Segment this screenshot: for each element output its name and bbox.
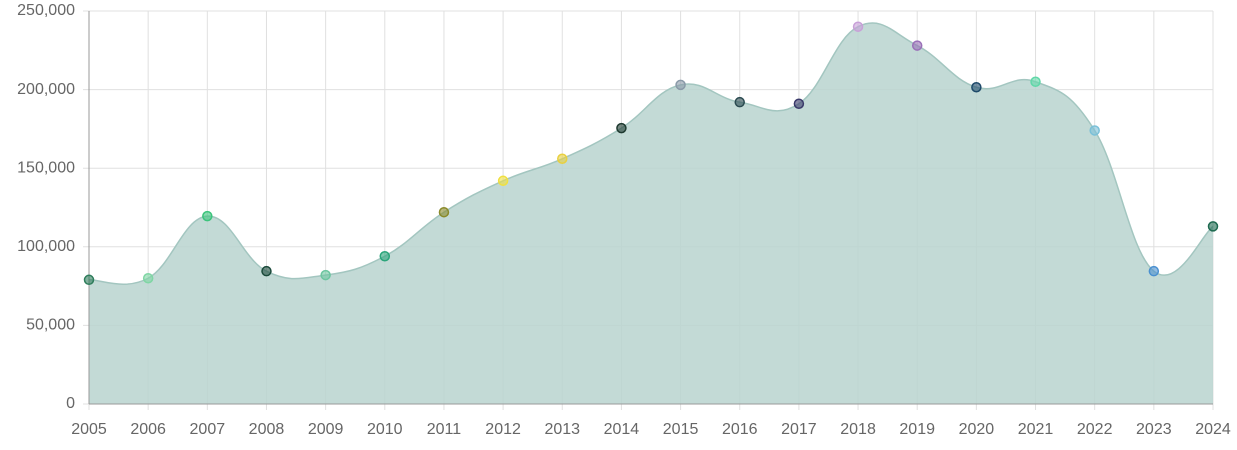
x-tick-label: 2007 bbox=[190, 421, 226, 438]
x-tick-label: 2006 bbox=[130, 421, 166, 438]
point bbox=[734, 96, 745, 108]
y-tick-label: 250,000 bbox=[17, 2, 75, 19]
x-tick-label: 2019 bbox=[899, 421, 935, 438]
area bbox=[89, 23, 1213, 404]
x-tick-label: 2012 bbox=[485, 421, 521, 438]
x-tick-label: 2011 bbox=[427, 421, 462, 438]
x-tick-label: 2016 bbox=[722, 421, 758, 438]
point bbox=[379, 250, 391, 262]
y-tick-label: 50,000 bbox=[26, 317, 75, 334]
y-tick-label: 150,000 bbox=[17, 159, 75, 176]
x-tick-label: 2015 bbox=[663, 421, 699, 438]
point bbox=[261, 265, 272, 277]
point bbox=[83, 274, 95, 286]
x-tick-label: 2018 bbox=[840, 421, 876, 438]
x-tick-label: 2024 bbox=[1195, 421, 1231, 438]
y-tick-label: 100,000 bbox=[17, 238, 75, 255]
y-tick-label: 0 bbox=[66, 395, 75, 412]
x-tick-label: 2021 bbox=[1018, 421, 1054, 438]
point bbox=[497, 175, 509, 187]
point bbox=[1089, 125, 1100, 136]
point bbox=[971, 81, 982, 93]
x-tick-label: 2009 bbox=[308, 421, 344, 438]
point bbox=[202, 210, 213, 222]
point bbox=[142, 272, 154, 284]
point bbox=[911, 40, 923, 51]
x-tick-label: 2023 bbox=[1136, 421, 1172, 438]
x-tick-label: 2014 bbox=[604, 421, 640, 438]
point bbox=[438, 206, 450, 218]
x-tick-label: 2010 bbox=[367, 421, 403, 438]
point bbox=[675, 79, 686, 91]
point bbox=[852, 21, 864, 32]
point bbox=[1148, 265, 1160, 277]
x-tick-label: 2022 bbox=[1077, 421, 1113, 438]
point bbox=[320, 269, 331, 281]
x-tick-label: 2008 bbox=[249, 421, 285, 438]
point bbox=[616, 122, 627, 134]
point bbox=[1207, 221, 1219, 232]
point bbox=[793, 98, 805, 109]
point bbox=[557, 153, 568, 165]
x-tick-label: 2017 bbox=[781, 421, 817, 438]
y-tick-label: 200,000 bbox=[17, 81, 75, 98]
x-tick-label: 2005 bbox=[71, 421, 107, 438]
x-tick-label: 2020 bbox=[959, 421, 995, 438]
x-tick-label: 2013 bbox=[544, 421, 580, 438]
point bbox=[1030, 76, 1041, 87]
